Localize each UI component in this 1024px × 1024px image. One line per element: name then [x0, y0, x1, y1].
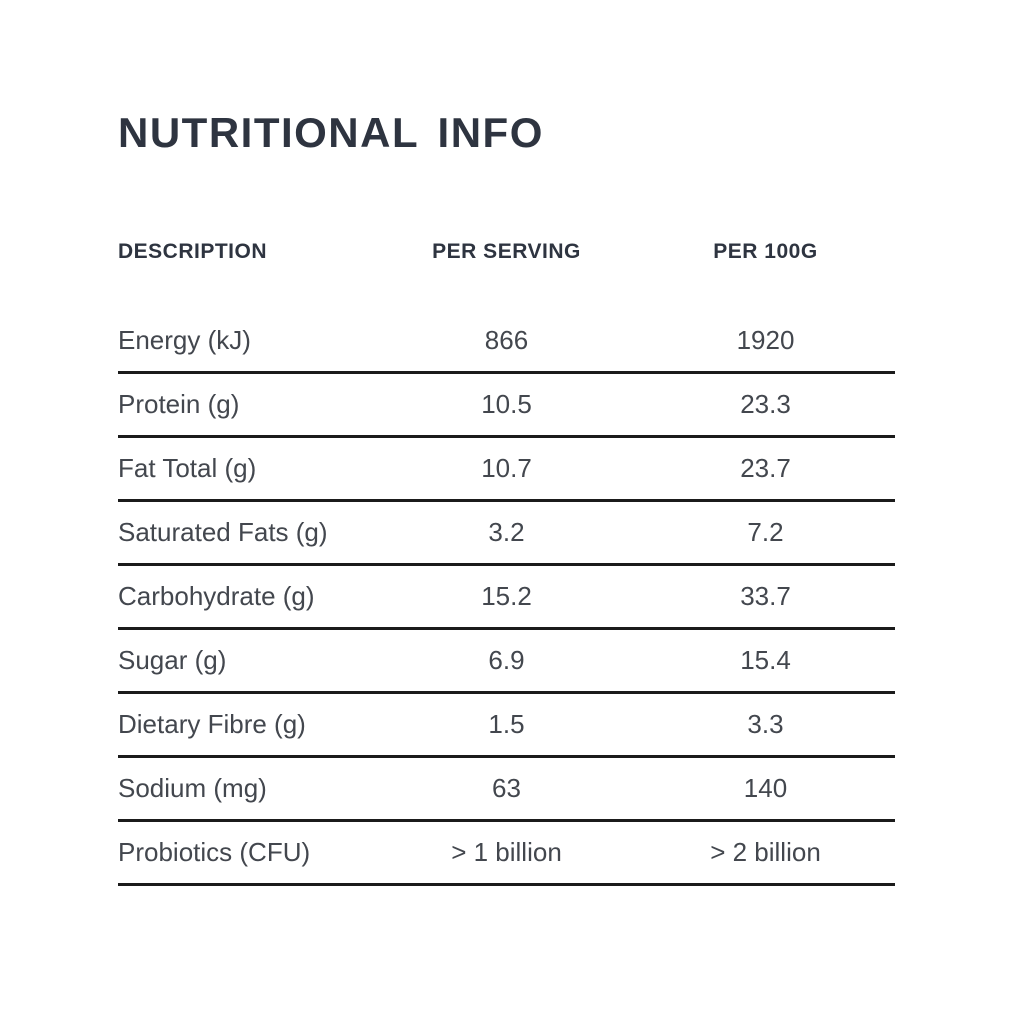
row-description: Probiotics (CFU) [118, 837, 311, 868]
row-per-100g-value: 23.3 [740, 389, 791, 420]
row-per-serving-value: 15.2 [481, 581, 532, 612]
nutrition-panel: NUTRITIONAL INFO DESCRIPTION PER SERVING… [118, 109, 895, 887]
table-row: Probiotics (CFU) > 1 billion > 2 billion [118, 822, 895, 887]
row-per-100g-value: > 2 billion [710, 837, 821, 868]
table-row: Protein (g) 10.5 23.3 [118, 374, 895, 439]
row-description: Sugar (g) [118, 645, 227, 676]
table-row: Saturated Fats (g) 3.2 7.2 [118, 502, 895, 567]
row-description: Protein (g) [118, 389, 240, 420]
column-header-per-100g: PER 100G [713, 240, 818, 263]
row-description: Carbohydrate (g) [118, 581, 315, 612]
row-description: Fat Total (g) [118, 453, 257, 484]
row-per-100g-value: 1920 [736, 325, 795, 356]
column-header-per-serving: PER SERVING [432, 240, 581, 263]
page-title: NUTRITIONAL INFO [118, 109, 544, 156]
row-per-serving-value: > 1 billion [451, 837, 562, 868]
table-row: Dietary Fibre (g) 1.5 3.3 [118, 694, 895, 759]
table-body: Energy (kJ) 866 1920 Protein (g) 10.5 23… [118, 310, 895, 887]
table-row: Energy (kJ) 866 1920 [118, 310, 895, 375]
row-per-100g-value: 33.7 [740, 581, 791, 612]
row-per-serving-value: 63 [492, 773, 521, 804]
row-description: Sodium (mg) [118, 773, 267, 804]
column-header-description: DESCRIPTION [118, 240, 268, 263]
row-per-serving-value: 6.9 [488, 645, 525, 676]
row-per-serving-value: 10.7 [481, 453, 532, 484]
row-per-serving-value: 3.2 [488, 517, 525, 548]
table-header-row: DESCRIPTION PER SERVING PER 100G [118, 240, 895, 263]
row-per-serving-value: 1.5 [488, 709, 525, 740]
row-per-serving-value: 10.5 [481, 389, 532, 420]
row-per-100g-value: 3.3 [747, 709, 784, 740]
row-description: Energy (kJ) [118, 325, 251, 356]
table-row: Fat Total (g) 10.7 23.7 [118, 438, 895, 503]
row-per-100g-value: 140 [743, 773, 788, 804]
row-per-serving-value: 866 [484, 325, 529, 356]
row-per-100g-value: 15.4 [740, 645, 791, 676]
table-row: Carbohydrate (g) 15.2 33.7 [118, 566, 895, 631]
table-row: Sugar (g) 6.9 15.4 [118, 630, 895, 695]
row-per-100g-value: 7.2 [747, 517, 784, 548]
row-description: Saturated Fats (g) [118, 517, 328, 548]
row-description: Dietary Fibre (g) [118, 709, 306, 740]
table-row: Sodium (mg) 63 140 [118, 758, 895, 823]
row-per-100g-value: 23.7 [740, 453, 791, 484]
